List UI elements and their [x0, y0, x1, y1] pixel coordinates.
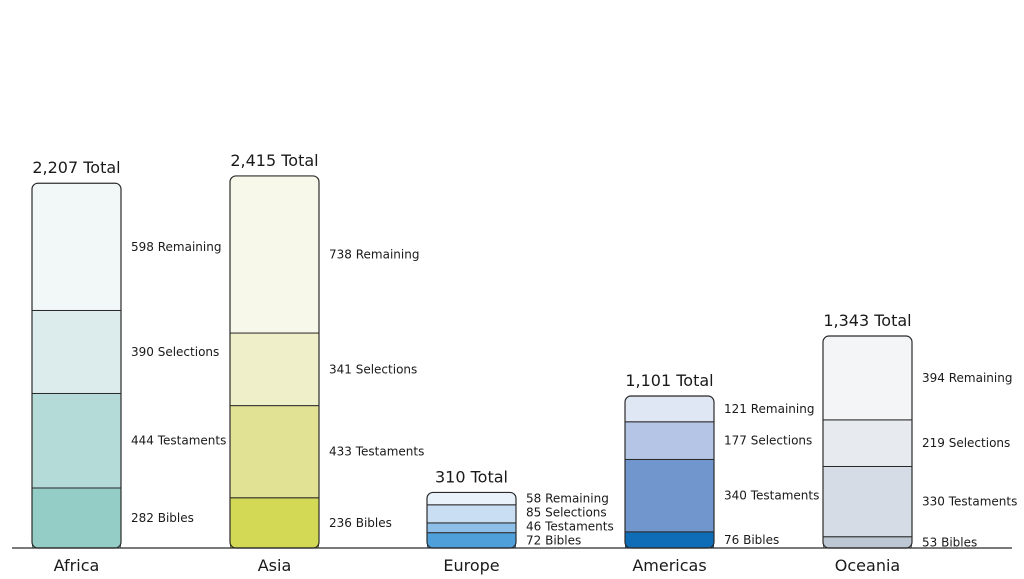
segment-label-europe-selections: 85 Selections [526, 505, 607, 519]
bar-segment-africa-selections [32, 309, 121, 394]
segment-label-africa-bibles: 282 Bibles [131, 511, 194, 525]
segment-label-asia-bibles: 236 Bibles [329, 516, 392, 530]
bar-segment-americas-selections [625, 421, 714, 460]
bar-segment-oceania-bibles [823, 536, 912, 549]
segment-label-europe-testaments: 46 Testaments [526, 519, 614, 533]
bar-segments-asia [230, 175, 319, 549]
segment-label-asia-selections: 341 Selections [329, 362, 417, 376]
category-label-africa: Africa [54, 556, 100, 575]
category-label-europe: Europe [443, 556, 499, 575]
bar-group-asia: 236 Bibles 433 Testaments 341 Selections 73… [229, 151, 424, 575]
bar-segment-oceania-remaining [823, 336, 912, 421]
bar-segments-americas [625, 396, 714, 549]
bar-segment-africa-bibles [32, 487, 121, 549]
bar-segment-europe-remaining [427, 492, 516, 506]
bar-segment-europe-testaments [427, 522, 516, 534]
bar-segment-asia-selections [230, 332, 319, 407]
bar-segment-americas-remaining [625, 396, 714, 423]
total-label-americas: 1,101 Total [625, 371, 713, 390]
bar-group-americas: 76 Bibles 340 Testaments 177 Selections 121… [624, 371, 819, 575]
bars-layer: 282 Bibles 444 Testaments 390 Selections 59… [31, 151, 1017, 575]
segment-label-americas-selections: 177 Selections [724, 434, 812, 448]
segment-label-africa-testaments: 444 Testaments [131, 434, 226, 448]
bar-segments-africa [32, 183, 121, 549]
bar-segment-asia-remaining [230, 175, 319, 334]
segment-label-europe-remaining: 58 Remaining [526, 491, 609, 505]
bar-segment-africa-remaining [32, 183, 121, 311]
bar-segment-europe-bibles [427, 532, 516, 549]
segment-label-oceania-bibles: 53 Bibles [922, 535, 977, 549]
total-label-oceania: 1,343 Total [823, 311, 911, 330]
segment-label-americas-remaining: 121 Remaining [724, 402, 814, 416]
bar-segment-asia-testaments [230, 405, 319, 499]
segment-label-europe-bibles: 72 Bibles [526, 533, 581, 547]
segment-label-oceania-testaments: 330 Testaments [922, 495, 1017, 509]
total-label-europe: 310 Total [435, 467, 508, 486]
bar-group-africa: 282 Bibles 444 Testaments 390 Selections 59… [31, 158, 226, 575]
bar-segment-africa-testaments [32, 392, 121, 489]
segment-label-oceania-remaining: 394 Remaining [922, 371, 1012, 385]
bar-segment-europe-selections [427, 504, 516, 524]
segment-label-americas-bibles: 76 Bibles [724, 533, 779, 547]
bar-segment-oceania-testaments [823, 465, 912, 538]
segment-label-africa-remaining: 598 Remaining [131, 240, 221, 254]
bar-segments-oceania [823, 336, 912, 549]
segment-label-asia-remaining: 738 Remaining [329, 247, 419, 261]
bar-segment-oceania-selections [823, 419, 912, 467]
segment-label-oceania-selections: 219 Selections [922, 436, 1010, 450]
bar-segment-americas-bibles [625, 531, 714, 549]
category-label-americas: Americas [632, 556, 706, 575]
category-label-oceania: Oceania [835, 556, 900, 575]
total-label-asia: 2,415 Total [230, 151, 318, 170]
category-label-asia: Asia [258, 556, 292, 575]
total-label-africa: 2,207 Total [32, 158, 120, 177]
bar-segment-americas-testaments [625, 458, 714, 533]
segment-label-africa-selections: 390 Selections [131, 345, 219, 359]
bar-segments-europe [427, 492, 516, 549]
bar-group-oceania: 53 Bibles 330 Testaments 219 Selections 394… [822, 311, 1017, 575]
segment-label-americas-testaments: 340 Testaments [724, 489, 819, 503]
segment-label-asia-testaments: 433 Testaments [329, 445, 424, 459]
bar-segment-asia-bibles [230, 497, 319, 549]
